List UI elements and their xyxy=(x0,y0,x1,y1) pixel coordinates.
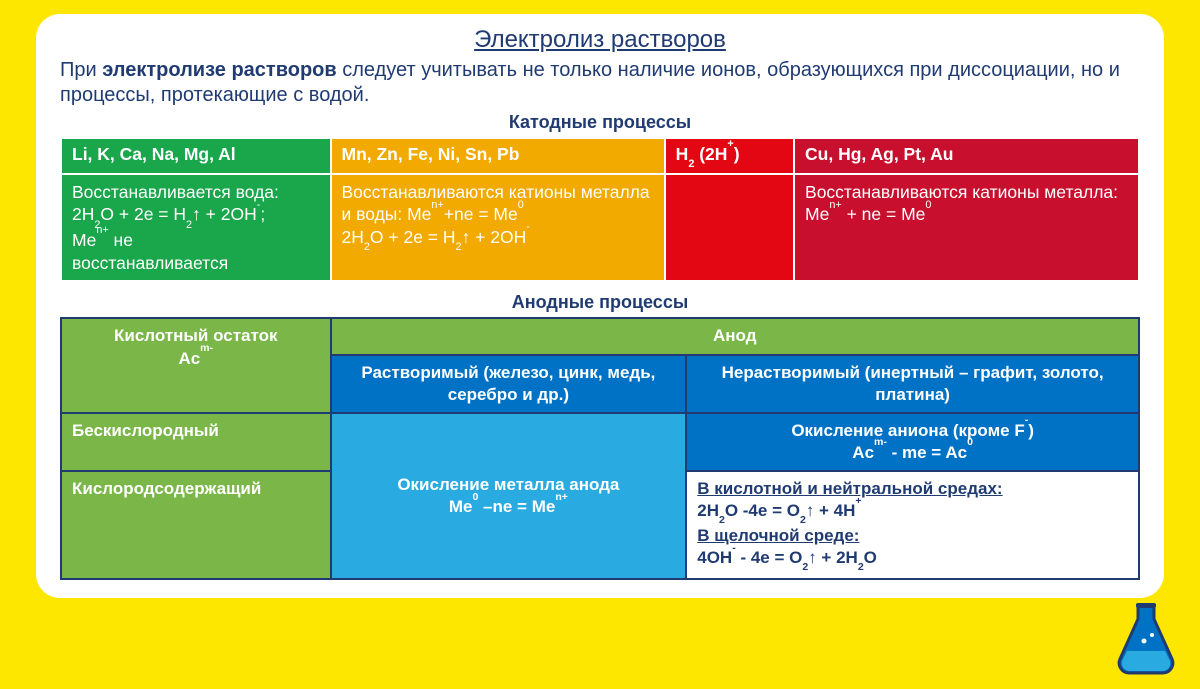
cathode-header-row: Li, K, Ca, Na, Mg, Al Mn, Zn, Fe, Ni, Sn… xyxy=(61,138,1139,174)
anode-row-label-0: Бескислородный xyxy=(61,413,331,471)
anode-sub-0: Растворимый (железо, цинк, медь, серебро… xyxy=(331,355,687,413)
cathode-table: Li, K, Ca, Na, Mg, Al Mn, Zn, Fe, Ni, Sn… xyxy=(60,137,1140,282)
cath-body-0: Восстанавливается вода:2H2O + 2e = H2↑ +… xyxy=(61,174,331,282)
cath-body-1: Восстанавливаются катионы металла и воды… xyxy=(331,174,665,282)
info-card: Электролиз растворов При электролизе рас… xyxy=(36,14,1164,598)
anode-insol-oxyfree: Окисление аниона (кроме F-)Acm- - me = A… xyxy=(686,413,1139,471)
flask-icon xyxy=(1114,601,1178,675)
anode-top-header: Анод xyxy=(331,318,1140,354)
cath-body-3: Восстанавливаются катионы металла:Men+ +… xyxy=(794,174,1139,282)
cathode-body-row: Восстанавливается вода:2H2O + 2e = H2↑ +… xyxy=(61,174,1139,282)
anode-left-header: Кислотный остатокAcm- xyxy=(61,318,331,412)
cath-hdr-1: Mn, Zn, Fe, Ni, Sn, Pb xyxy=(331,138,665,174)
cath-body-2 xyxy=(665,174,794,282)
cathode-title: Катодные процессы xyxy=(60,112,1140,133)
anode-sub-1: Нерастворимый (инертный – графит, золото… xyxy=(686,355,1139,413)
anode-soluble-cell: Окисление металла анодаMe0 –ne = Men+ xyxy=(331,413,687,580)
anode-table: Кислотный остатокAcm- Анод Растворимый (… xyxy=(60,317,1140,580)
cath-hdr-2: H2 (2H+) xyxy=(665,138,794,174)
anode-insol-oxygen: В кислотной и нейтральной средах:2H2O -4… xyxy=(686,471,1139,579)
cath-hdr-3: Cu, Hg, Ag, Pt, Au xyxy=(794,138,1139,174)
page-title: Электролиз растворов xyxy=(60,26,1140,54)
anode-row-label-1: Кислородсодержащий xyxy=(61,471,331,579)
anode-title: Анодные процессы xyxy=(60,292,1140,313)
cath-hdr-0: Li, K, Ca, Na, Mg, Al xyxy=(61,138,331,174)
intro-text: При электролизе растворов следует учитыв… xyxy=(60,58,1140,108)
